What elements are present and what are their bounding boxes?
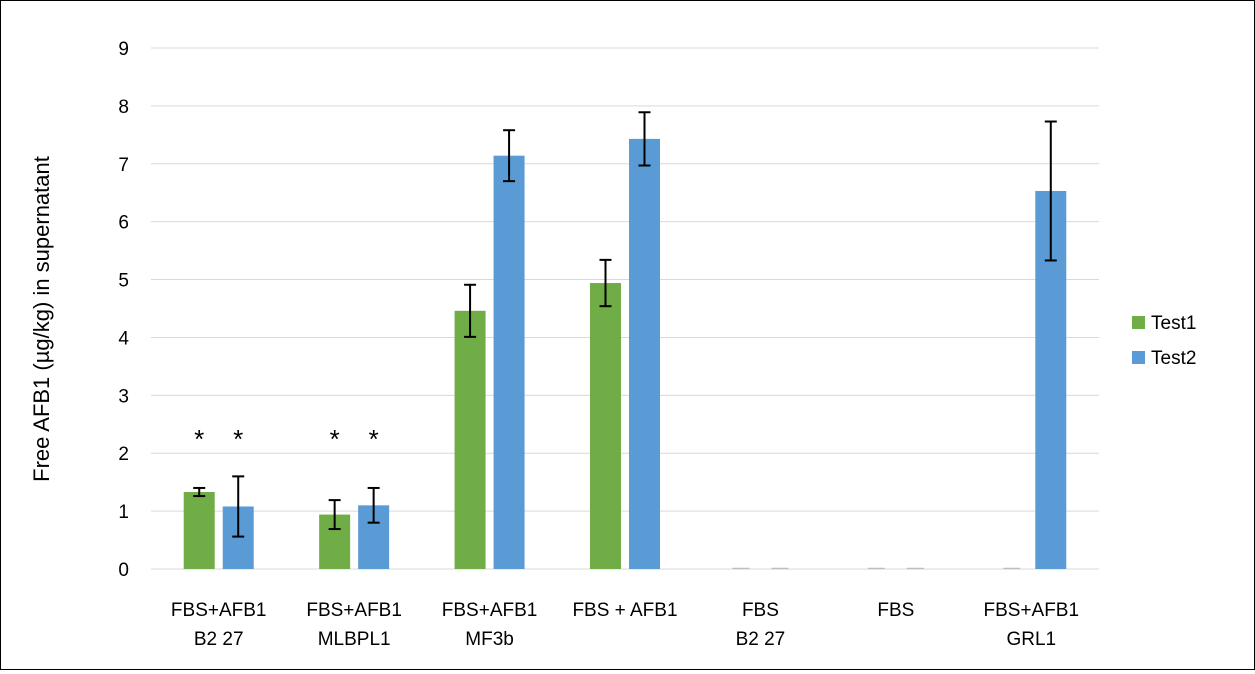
significance-star: * — [369, 424, 379, 454]
y-tick-label: 1 — [118, 502, 129, 523]
significance-markers: * * * * — [194, 424, 379, 454]
x-tick-labels: FBS+AFB1 B2 27 FBS+AFB1 MLBPL1 FBS+AFB1 MF3b F… — [171, 600, 1079, 650]
x-tick-label: FBS — [742, 600, 779, 621]
bar-test1 — [590, 283, 621, 569]
bar-test1 — [183, 492, 215, 569]
error-bars — [193, 111, 1057, 538]
x-tick-label: MF3b — [465, 629, 514, 650]
x-tick-label: FBS+AFB1 — [171, 600, 267, 621]
bar-test1 — [454, 310, 486, 569]
legend-swatch-test1 — [1132, 316, 1145, 329]
x-tick-label: FBS+AFB1 — [306, 600, 402, 621]
y-tick-label: 2 — [118, 444, 129, 465]
y-axis-label: Free AFB1 (µg/kg) in supernatant — [29, 156, 54, 482]
x-tick-label: B2 27 — [736, 629, 786, 650]
x-tick-label: FBS + AFB1 — [572, 600, 677, 621]
legend-label: Test2 — [1151, 348, 1196, 369]
significance-star: * — [330, 424, 340, 454]
y-tick-label: 6 — [118, 213, 129, 234]
x-tick-label: B2 27 — [194, 629, 244, 650]
significance-star: * — [194, 424, 204, 454]
y-tick-labels: 0 1 2 3 4 5 6 7 8 9 — [118, 39, 129, 581]
x-tick-label: FBS+AFB1 — [442, 600, 538, 621]
legend-swatch-test2 — [1132, 351, 1145, 364]
y-tick-label: 0 — [118, 560, 129, 581]
y-tick-label: 9 — [118, 39, 129, 60]
legend-label: Test1 — [1151, 313, 1196, 334]
x-tick-label: FBS+AFB1 — [983, 600, 1079, 621]
y-tick-label: 3 — [118, 386, 129, 407]
x-tick-label: GRL1 — [1006, 629, 1056, 650]
y-tick-label: 8 — [118, 97, 129, 118]
y-tick-label: 4 — [118, 328, 129, 349]
y-tick-label: 5 — [118, 271, 129, 292]
bars — [183, 138, 1067, 570]
x-tick-label: FBS — [877, 600, 914, 621]
bar-test2 — [493, 155, 525, 569]
x-tick-label: MLBPL1 — [318, 629, 391, 650]
bar-test2 — [629, 138, 660, 569]
significance-star: * — [233, 424, 243, 454]
y-tick-label: 7 — [118, 155, 129, 176]
legend: Test1 Test2 — [1132, 313, 1196, 369]
gridlines — [151, 47, 1099, 570]
